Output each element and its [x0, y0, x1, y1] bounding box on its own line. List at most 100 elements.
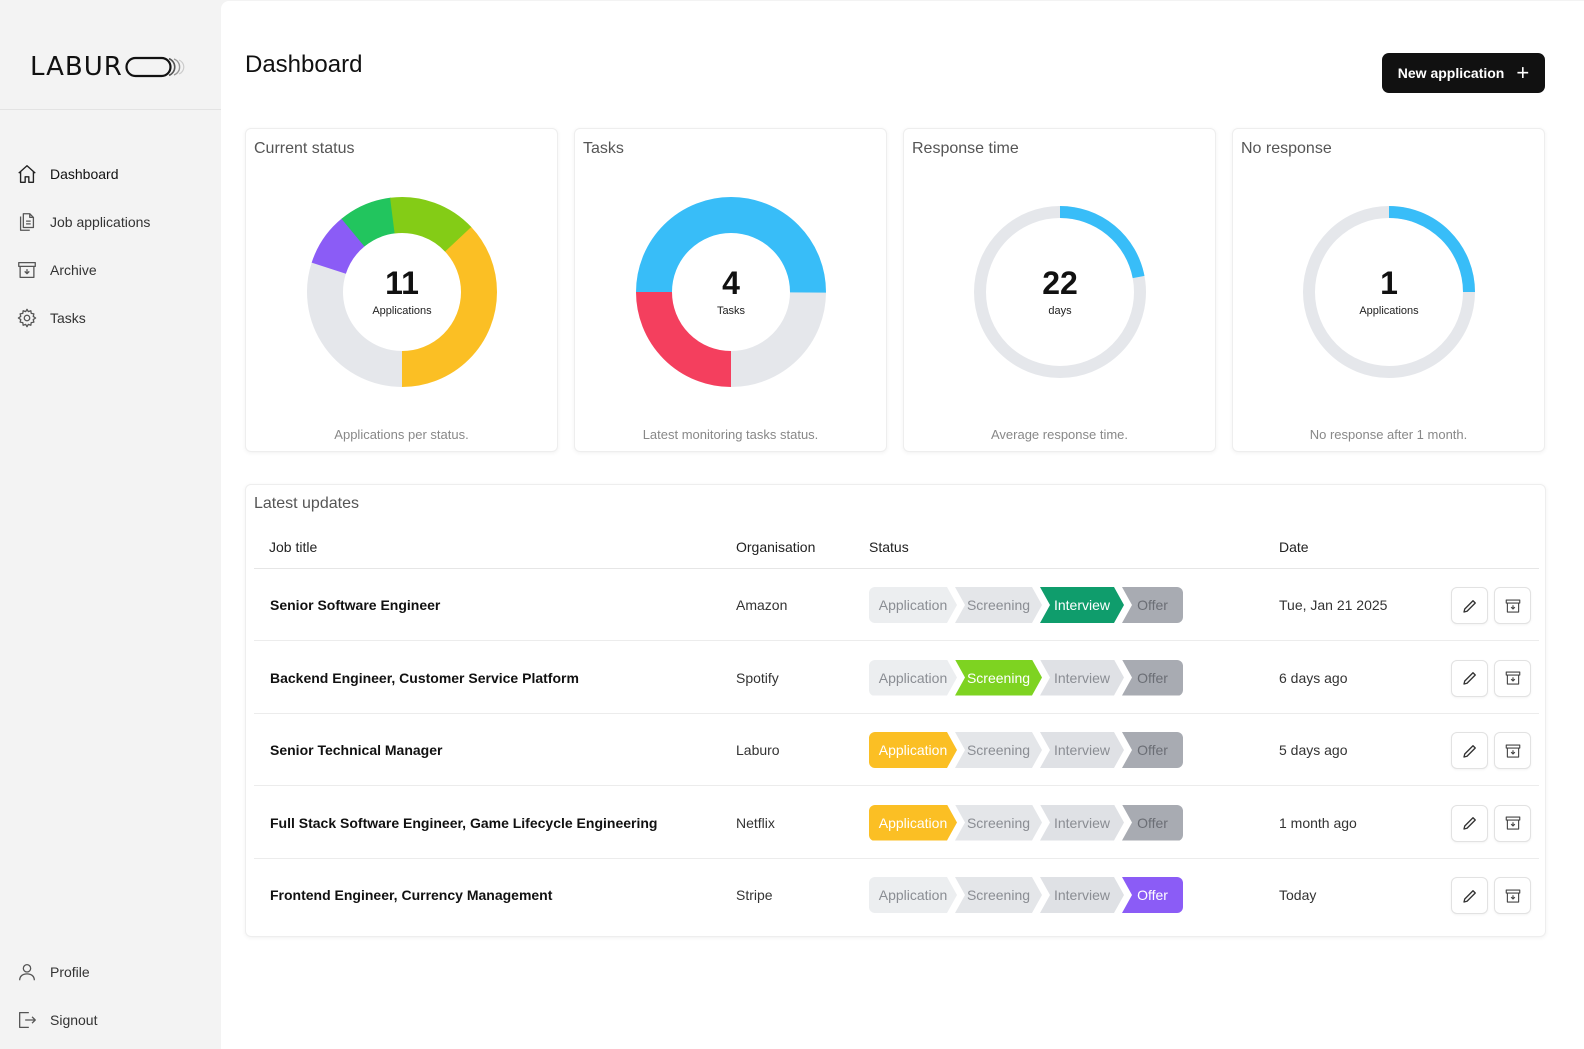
archive-icon [18, 262, 36, 278]
card-caption: Average response time. [990, 427, 1129, 442]
archive-icon [1505, 816, 1520, 830]
donut-value: 22 [1042, 265, 1078, 301]
sidebar-item-dashboard[interactable]: Dashboard [0, 150, 221, 198]
edit-button[interactable] [1451, 732, 1488, 769]
new-application-label: New application [1397, 65, 1505, 81]
documents-icon [19, 213, 35, 231]
sidebar-item-archive[interactable]: Archive [0, 246, 221, 294]
organisation-cell: Stripe [736, 887, 773, 903]
table-row[interactable]: Senior Software Engineer Amazon Applicatio… [254, 569, 1539, 641]
status-step-screening[interactable]: Screening [955, 877, 1042, 913]
status-stepper: Application Screening Interview Offer [869, 587, 1183, 623]
sidebar-bottom-nav: Profile Signout [0, 948, 221, 1044]
donut-unit: Tasks [716, 305, 746, 317]
status-step-interview[interactable]: Interview [1040, 587, 1124, 623]
status-step-interview[interactable]: Interview [1040, 877, 1124, 913]
pencil-icon [1462, 744, 1476, 758]
sidebar-item-label: Archive [50, 262, 97, 278]
logo-text: LABUR [30, 52, 123, 82]
status-step-offer[interactable]: Offer [1122, 587, 1183, 623]
current-status-donut [307, 197, 497, 387]
logo[interactable]: LABUR [30, 52, 185, 82]
status-step-offer[interactable]: Offer [1122, 877, 1183, 913]
donut-segment [636, 290, 732, 387]
column-date[interactable]: Date [1279, 539, 1309, 555]
sidebar-item-profile[interactable]: Profile [0, 948, 221, 996]
status-step-screening[interactable]: Screening [955, 587, 1042, 623]
ring-progress [1388, 206, 1475, 293]
user-icon [19, 964, 35, 981]
job-title-cell[interactable]: Full Stack Software Engineer, Game Lifec… [270, 814, 658, 831]
card-title: Current status [254, 140, 355, 157]
organisation-cell: Spotify [736, 669, 779, 686]
organisation-cell: Laburo [736, 742, 780, 758]
status-stepper: Application Screening Interview Offer [869, 732, 1183, 768]
status-step-offer[interactable]: Offer [1122, 804, 1183, 841]
status-step-application[interactable]: Application [869, 732, 957, 768]
column-organisation[interactable]: Organisation [736, 539, 816, 555]
job-title-cell[interactable]: Backend Engineer, Customer Service Platf… [270, 669, 579, 686]
donut-value: 11 [385, 265, 419, 301]
archive-button[interactable] [1494, 732, 1531, 769]
archive-button[interactable] [1494, 877, 1531, 914]
pencil-icon [1462, 672, 1476, 685]
donut-value: 1 [1380, 265, 1398, 301]
status-step-screening[interactable]: Screening [955, 805, 1042, 841]
edit-button[interactable] [1451, 659, 1488, 697]
edit-button[interactable] [1451, 877, 1488, 914]
organisation-cell: Netflix [736, 814, 775, 831]
donut-segment [729, 291, 826, 387]
archive-icon [1505, 743, 1520, 758]
status-step-offer[interactable]: Offer [1122, 732, 1183, 768]
plus-icon: + [1516, 60, 1530, 85]
column-status[interactable]: Status [869, 539, 909, 555]
row-actions [1451, 877, 1531, 914]
job-title-cell[interactable]: Senior Technical Manager [270, 742, 443, 758]
edit-button[interactable] [1451, 587, 1488, 624]
status-step-application[interactable]: Application [869, 805, 957, 841]
status-step-application[interactable]: Application [869, 660, 957, 696]
no-response-card: No response 1 Applications No response a… [1232, 128, 1545, 452]
main-content: Dashboard New application + Current stat… [221, 1, 1584, 1049]
donut-segment [400, 291, 497, 387]
column-job-title[interactable]: Job title [269, 539, 318, 555]
row-actions [1451, 659, 1531, 697]
table-row[interactable]: Frontend Engineer, Currency Management St… [254, 859, 1539, 931]
status-step-interview[interactable]: Interview [1040, 660, 1124, 696]
card-title: Response time [912, 140, 1019, 157]
status-step-interview[interactable]: Interview [1040, 732, 1124, 768]
archive-button[interactable] [1494, 659, 1531, 697]
donut-value: 4 [722, 265, 740, 301]
status-step-offer[interactable]: Offer [1122, 659, 1183, 696]
date-cell: 1 month ago [1279, 814, 1357, 831]
sidebar-item-tasks[interactable]: Tasks [0, 294, 221, 342]
sidebar-item-label: Job applications [50, 214, 151, 230]
new-application-button[interactable]: New application + [1382, 53, 1545, 93]
latest-updates-card: Latest updates Job title Organisation St… [245, 484, 1546, 937]
sidebar-item-job-applications[interactable]: Job applications [0, 198, 221, 246]
table-row[interactable]: Full Stack Software Engineer, Game Lifec… [254, 787, 1539, 859]
pencil-icon [1462, 889, 1476, 903]
logo-area: LABUR [0, 0, 221, 110]
status-step-application[interactable]: Application [869, 877, 957, 913]
donut-segment [444, 226, 497, 294]
card-caption: Applications per status. [334, 427, 469, 442]
donut-segment [390, 197, 472, 253]
donut-unit: Applications [1359, 305, 1419, 317]
table-row[interactable]: Senior Technical Manager Laburo Applicatio… [254, 714, 1539, 786]
status-step-screening[interactable]: Screening [955, 660, 1042, 696]
edit-button[interactable] [1451, 804, 1488, 842]
archive-button[interactable] [1494, 587, 1531, 624]
status-step-interview[interactable]: Interview [1040, 805, 1124, 841]
sidebar-item-label: Signout [50, 1012, 98, 1028]
pencil-icon [1462, 599, 1476, 613]
job-title-cell[interactable]: Senior Software Engineer [270, 597, 441, 613]
sidebar-item-signout[interactable]: Signout [0, 996, 221, 1044]
home-icon [18, 165, 36, 183]
job-title-cell[interactable]: Frontend Engineer, Currency Management [270, 887, 553, 903]
latest-updates-title: Latest updates [254, 495, 359, 512]
archive-button[interactable] [1494, 804, 1531, 842]
table-row[interactable]: Backend Engineer, Customer Service Platf… [254, 642, 1539, 714]
status-step-screening[interactable]: Screening [955, 732, 1042, 768]
status-step-application[interactable]: Application [869, 587, 957, 623]
